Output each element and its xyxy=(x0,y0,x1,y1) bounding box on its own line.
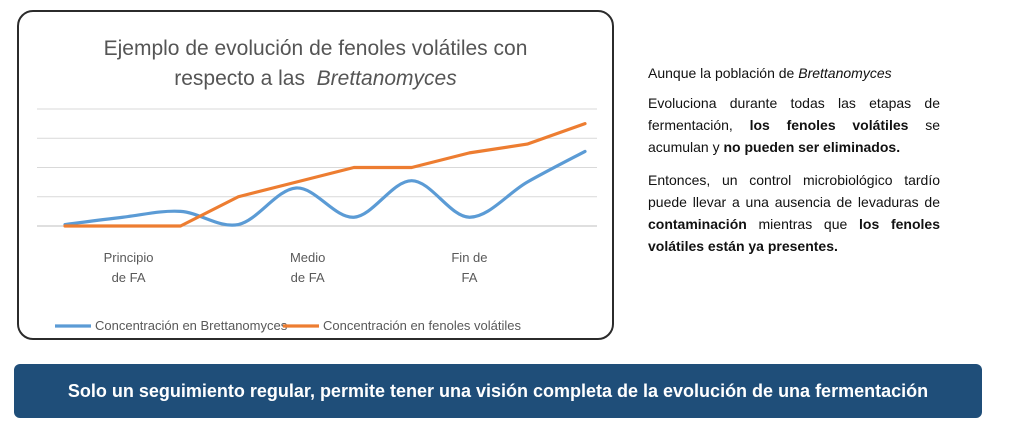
chart-title-line2: respecto a las Brettanomyces xyxy=(19,64,612,94)
x-tick-label: Fin de xyxy=(451,250,487,265)
p2-text-a: Evoluciona durante todas las etapas de f… xyxy=(648,95,940,133)
chart-panel: Ejemplo de evolución de fenoles volátile… xyxy=(17,10,614,340)
p2-text-c: se acumulan y xyxy=(648,117,940,155)
legend-label: Concentración en Brettanomyces xyxy=(95,318,288,333)
p3-bold-b: contaminación xyxy=(648,216,747,232)
x-tick-label: Principio xyxy=(104,250,154,265)
chart-title: Ejemplo de evolución de fenoles volátile… xyxy=(19,34,612,94)
explanation-text: Aunque la población de Brettanomyces Evo… xyxy=(648,62,940,268)
x-tick-label: de FA xyxy=(291,270,325,285)
series-line-fenoles xyxy=(63,122,587,228)
p2-bold-d: no pueden ser eliminados. xyxy=(723,139,901,155)
p3-text-c: mientras que xyxy=(746,216,860,232)
conclusion-banner: Solo un seguimiento regular, permite ten… xyxy=(14,364,982,418)
p3-text-a: Entonces, un control microbiológico tard… xyxy=(648,172,940,210)
explanation-paragraph-1: Aunque la población de Brettanomyces xyxy=(648,62,940,84)
x-tick-label: FA xyxy=(461,270,477,285)
line-chart: Principio de FA Medio de FA Fin de FA Concentr… xyxy=(37,108,597,333)
chart-title-prefix: respecto a las xyxy=(174,67,305,90)
p1-text: Aunque la población de xyxy=(648,65,799,81)
p3-bold-d: los fenoles volátiles están ya presentes… xyxy=(648,216,940,254)
x-tick-label: de FA xyxy=(112,270,146,285)
chart-title-line1: Ejemplo de evolución de fenoles volátile… xyxy=(103,37,528,60)
legend-label: Concentración en fenoles volátiles xyxy=(323,318,522,333)
x-tick-label: Medio xyxy=(290,250,325,265)
chart-title-italic: Brettanomyces xyxy=(316,67,457,90)
p2-bold-b: los fenoles volátiles xyxy=(749,117,909,133)
p1-italic: Brettanomyces xyxy=(798,65,892,81)
series-line-brettanomyces xyxy=(63,149,587,227)
explanation-paragraph-2: Evoluciona durante todas las etapas de f… xyxy=(648,92,940,158)
explanation-paragraph-3: Entonces, un control microbiológico tard… xyxy=(648,169,940,257)
